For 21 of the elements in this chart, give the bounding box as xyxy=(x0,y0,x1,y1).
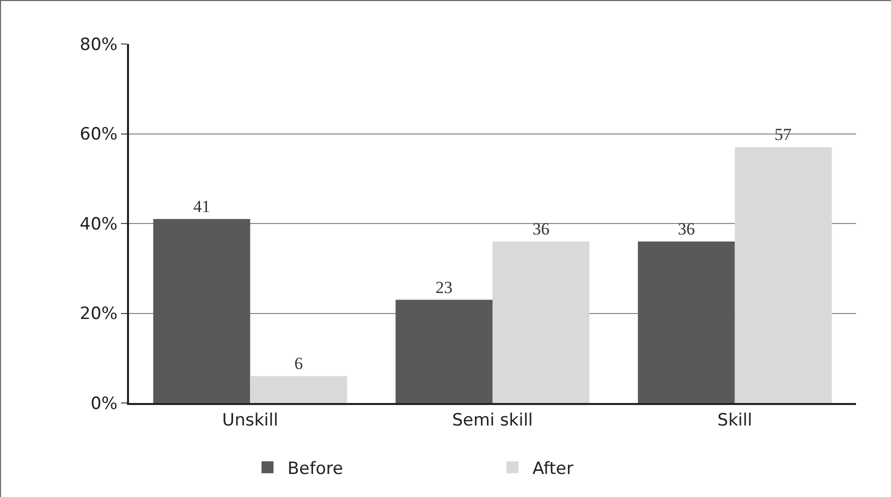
x-tick-label: Skill xyxy=(717,410,752,430)
data-label: 36 xyxy=(532,219,550,238)
data-label: 36 xyxy=(678,219,695,238)
bar xyxy=(492,241,590,403)
bar xyxy=(734,147,832,403)
data-label: 41 xyxy=(193,197,210,216)
data-label: 23 xyxy=(436,278,453,297)
y-tick-label: 40% xyxy=(80,214,118,234)
bar xyxy=(153,219,250,403)
legend-label: After xyxy=(532,458,574,479)
y-tick-label: 80% xyxy=(80,34,118,55)
y-tick-label: 20% xyxy=(80,304,118,324)
bar xyxy=(638,241,735,403)
y-tick-label: 0% xyxy=(90,394,118,414)
x-tick-label: Semi skill xyxy=(452,410,533,430)
bar xyxy=(396,300,492,403)
y-tick-label: 60% xyxy=(80,124,118,145)
bar xyxy=(250,376,348,403)
data-label: 6 xyxy=(294,354,303,374)
x-tick-label: Unskill xyxy=(222,410,278,430)
legend-label: Before xyxy=(288,458,344,479)
